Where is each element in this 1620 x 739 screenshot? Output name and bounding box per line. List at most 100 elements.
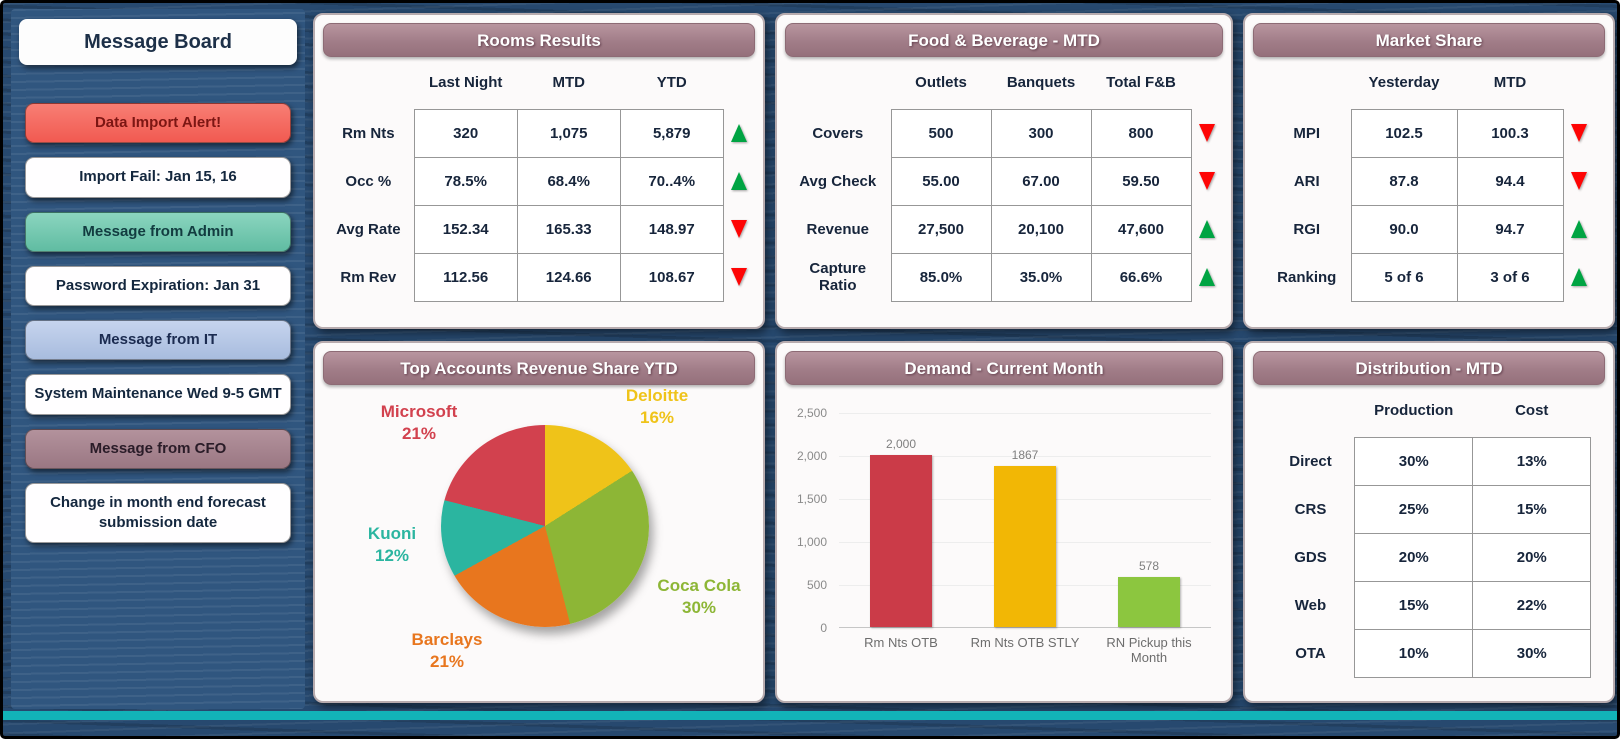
table-row: Occ % 78.5% 68.4% 70..4% — [323, 156, 755, 206]
pie-label-coca-cola: Coca Cola 30% — [643, 575, 755, 619]
y-tick-label: 1,000 — [796, 535, 827, 549]
pie-label-pct: 12% — [374, 546, 410, 566]
cell-value: 25% — [1354, 484, 1474, 534]
row-label: RGI — [1293, 220, 1321, 238]
y-tick-label: 2,000 — [796, 449, 827, 463]
market-share-table: Yesterday MTD MPI 102.5 100.3 ARI 87.8 9… — [1263, 65, 1595, 302]
row-label: Avg Rate — [336, 220, 401, 238]
cell-value: 70..4% — [619, 156, 724, 206]
cell-value: 47,600 — [1090, 204, 1192, 254]
bar-column: 1867 — [963, 413, 1087, 627]
cell-value: 67.00 — [990, 156, 1092, 206]
row-label: ARI — [1293, 172, 1320, 190]
cell-value: 20% — [1472, 532, 1592, 582]
table-row: Covers 500 300 800 — [785, 108, 1223, 158]
bar-rect — [1118, 577, 1180, 627]
bar-value-label: 578 — [1138, 559, 1160, 573]
bar-rect — [870, 455, 932, 627]
message-from-cfo[interactable]: Message from CFO — [25, 428, 291, 469]
cell-value: 35.0% — [990, 252, 1092, 302]
table-row: Revenue 27,500 20,100 47,600 — [785, 204, 1223, 254]
row-label: Revenue — [806, 220, 870, 238]
y-tick-label: 0 — [820, 621, 827, 635]
cell-value: 20% — [1354, 532, 1474, 582]
message-system-maintenance[interactable]: System Maintenance Wed 9-5 GMT — [25, 374, 291, 415]
trend-arrow — [731, 220, 748, 238]
food-beverage-panel: Food & Beverage - MTD Outlets Banquets T… — [775, 13, 1233, 329]
x-tick-label: Rm Nts OTB — [864, 635, 938, 650]
table-row: MPI 102.5 100.3 — [1263, 108, 1595, 158]
column-header: YTD — [656, 74, 687, 92]
table-row: Ranking 5 of 6 3 of 6 — [1263, 252, 1595, 302]
bar-rect — [994, 466, 1056, 627]
rooms-results-title: Rooms Results — [323, 23, 755, 57]
table-row: Direct 30% 13% — [1267, 436, 1592, 486]
pie-label-name: Kuoni — [367, 524, 417, 543]
trend-arrow — [1199, 124, 1216, 142]
column-header: Total F&B — [1106, 74, 1176, 92]
column-header: Last Night — [429, 74, 503, 92]
message-from-admin[interactable]: Message from Admin — [25, 211, 291, 252]
table-header-row: Yesterday MTD — [1263, 65, 1595, 109]
bar-column: 578 — [1087, 413, 1211, 627]
x-tick-label: Rm Nts OTB STLY — [970, 635, 1080, 650]
cell-value: 3 of 6 — [1456, 252, 1564, 302]
cell-value: 87.8 — [1350, 156, 1458, 206]
message-from-it[interactable]: Message from IT — [25, 320, 291, 361]
cell-value: 68.4% — [516, 156, 621, 206]
cell-value: 5 of 6 — [1350, 252, 1458, 302]
row-label: Occ % — [345, 172, 392, 190]
pie-chart — [441, 425, 649, 627]
cell-value: 320 — [413, 108, 518, 158]
bar-value-label: 2,000 — [885, 437, 917, 451]
trend-arrow — [1571, 172, 1588, 190]
cell-value: 66.6% — [1090, 252, 1192, 302]
cell-value: 148.97 — [619, 204, 724, 254]
row-label: MPI — [1293, 124, 1321, 142]
pie-label-pct: 21% — [429, 652, 465, 672]
cell-value: 94.4 — [1456, 156, 1564, 206]
bar-chart: 0 500 1,000 1,500 2,000 2,500 2,000 1867 578 Rm… — [789, 405, 1217, 680]
column-header: Outlets — [915, 74, 967, 92]
cell-value: 22% — [1472, 580, 1592, 630]
table-row: Capture Ratio 85.0% 35.0% 66.6% — [785, 252, 1223, 302]
row-label: GDS — [1294, 548, 1327, 566]
cell-value: 10% — [1354, 628, 1474, 678]
row-label: Rm Nts — [342, 124, 395, 142]
row-label: CRS — [1294, 500, 1327, 518]
pie-label-deloitte: Deloitte 16% — [607, 385, 707, 429]
cell-value: 165.33 — [516, 204, 621, 254]
cell-value: 1,075 — [516, 108, 621, 158]
food-beverage-title: Food & Beverage - MTD — [785, 23, 1223, 57]
cell-value: 500 — [890, 108, 992, 158]
cell-value: 78.5% — [413, 156, 518, 206]
message-password-expiration[interactable]: Password Expiration: Jan 31 — [25, 265, 291, 306]
cell-value: 102.5 — [1350, 108, 1458, 158]
table-row: Avg Check 55.00 67.00 59.50 — [785, 156, 1223, 206]
message-forecast-change[interactable]: Change in month end forecast submission … — [25, 482, 291, 544]
bar-plot: 2,000 1867 578 — [839, 413, 1211, 628]
pie-label-pct: 30% — [681, 598, 717, 618]
bar-column: 2,000 — [839, 413, 963, 627]
table-header-row: Outlets Banquets Total F&B — [785, 65, 1223, 109]
message-import-fail[interactable]: Import Fail: Jan 15, 16 — [25, 157, 291, 198]
y-tick-label: 2,500 — [796, 406, 827, 420]
cell-value: 59.50 — [1090, 156, 1192, 206]
bar-value-label: 1867 — [1011, 448, 1039, 462]
distribution-panel: Distribution - MTD Production Cost Direc… — [1243, 341, 1615, 703]
market-share-title: Market Share — [1253, 23, 1605, 57]
table-row: CRS 25% 15% — [1267, 484, 1592, 534]
message-data-import-alert[interactable]: Data Import Alert! — [25, 103, 291, 144]
x-tick-label: RN Pickup this Month — [1106, 635, 1192, 665]
demand-title: Demand - Current Month — [785, 351, 1223, 385]
trend-arrow — [1571, 220, 1588, 238]
cell-value: 90.0 — [1350, 204, 1458, 254]
cell-value: 152.34 — [413, 204, 518, 254]
column-header: Production — [1374, 402, 1454, 420]
cell-value: 30% — [1472, 628, 1592, 678]
pie-label-barclays: Barclays 21% — [395, 629, 499, 673]
trend-arrow — [731, 268, 748, 286]
cell-value: 300 — [990, 108, 1092, 158]
pie-chart-area: Deloitte 16% Coca Cola 30% Barclays 21% Kuoni 1… — [323, 385, 755, 687]
